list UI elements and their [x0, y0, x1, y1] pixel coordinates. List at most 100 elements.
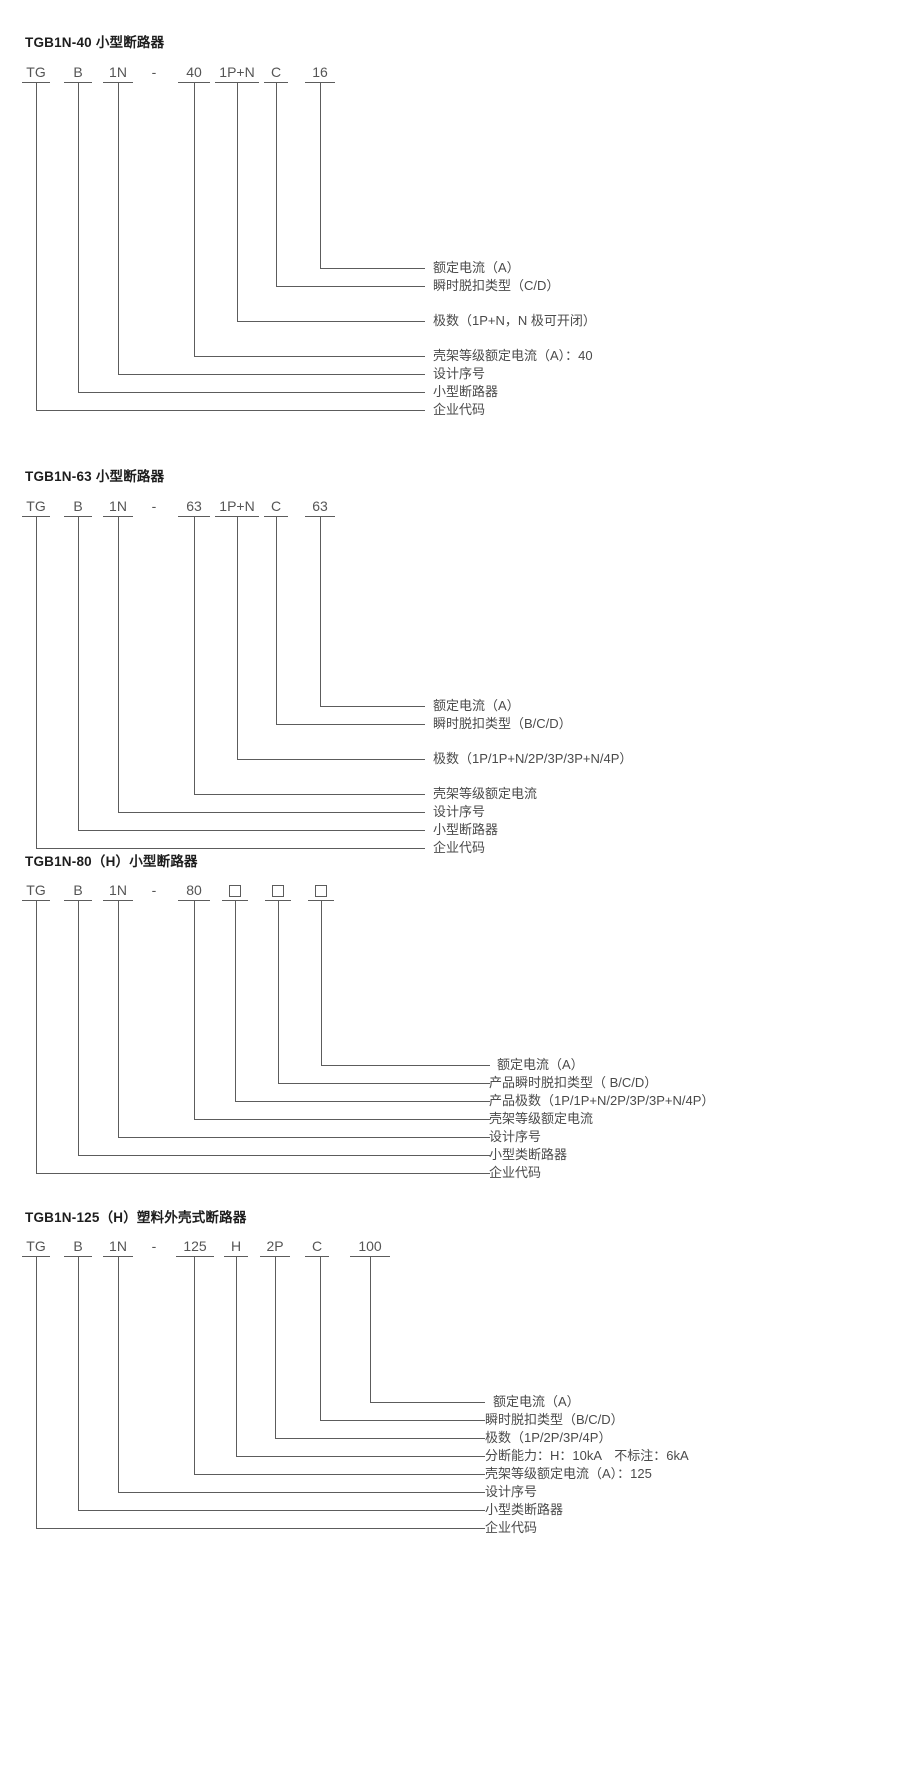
code-token-text: 1P+N — [219, 498, 255, 514]
code-token-frame: 63 — [178, 498, 210, 517]
code-token-frame: 125 — [176, 1238, 214, 1257]
leader-vertical — [118, 1256, 119, 1492]
leader-vertical — [36, 900, 37, 1173]
leader-horizontal — [78, 830, 425, 831]
code-token-text: 63 — [312, 498, 328, 514]
code-token-text: 40 — [186, 64, 202, 80]
leader-horizontal — [236, 1456, 485, 1457]
code-token-curve-box — [265, 882, 291, 901]
code-token-dash: - — [140, 882, 168, 900]
leader-horizontal — [118, 374, 425, 375]
leader-vertical — [276, 516, 277, 724]
leader-label: 企业代码 — [433, 840, 486, 855]
code-token-text: - — [151, 882, 157, 898]
code-token-curve: C — [264, 498, 288, 517]
leader-vertical — [194, 900, 195, 1119]
code-token-text: TG — [26, 1238, 46, 1254]
code-token-current-box — [308, 882, 334, 901]
leader-label: 小型断路器 — [433, 384, 499, 399]
leader-label: 极数（1P/2P/3P/4P） — [485, 1430, 612, 1445]
leader-horizontal — [320, 268, 425, 269]
leader-vertical — [118, 900, 119, 1137]
leader-vertical — [78, 1256, 79, 1510]
code-token-dash: - — [140, 64, 168, 82]
leader-vertical — [36, 516, 37, 848]
leader-vertical — [320, 82, 321, 268]
code-token-text: 1N — [109, 498, 127, 514]
leader-horizontal — [78, 1510, 485, 1511]
leader-horizontal — [194, 356, 425, 357]
code-token-1n: 1N — [103, 882, 133, 901]
leader-label: 额定电流（A） — [497, 1057, 584, 1072]
section-heading: TGB1N-125（H）塑料外壳式断路器 — [25, 1210, 247, 1225]
leader-vertical — [194, 82, 195, 356]
code-token-text: 1N — [109, 1238, 127, 1254]
code-token-1n: 1N — [103, 1238, 133, 1257]
leader-label: 小型断路器 — [433, 822, 499, 837]
leader-vertical — [320, 516, 321, 706]
code-token-text: - — [151, 64, 157, 80]
code-token-text: 2P — [266, 1238, 284, 1254]
leader-label: 壳架等级额定电流（A）：40 — [433, 348, 593, 363]
leader-vertical — [370, 1256, 371, 1402]
section-tgb1n-63: TGB1N-63 小型断路器 TG B 1N - 63 1P+N C — [0, 440, 900, 855]
leader-vertical — [320, 1256, 321, 1420]
leader-vertical — [237, 82, 238, 321]
leader-label: 小型类断路器 — [485, 1502, 564, 1517]
leader-vertical — [236, 1256, 237, 1456]
leader-label: 壳架等级额定电流 — [489, 1111, 594, 1126]
code-token-curve: C — [305, 1238, 329, 1257]
code-token-b: B — [64, 1238, 92, 1257]
leader-label: 小型类断路器 — [489, 1147, 568, 1162]
leader-vertical — [275, 1256, 276, 1438]
code-token-frame: 40 — [178, 64, 210, 83]
code-token-frame: 80 — [178, 882, 210, 901]
code-token-text: 100 — [358, 1238, 382, 1254]
leader-label: 企业代码 — [485, 1520, 538, 1535]
leader-vertical — [194, 1256, 195, 1474]
leader-label: 设计序号 — [433, 804, 486, 819]
leader-horizontal — [36, 1173, 490, 1174]
section-tgb1n-40: TGB1N-40 小型断路器 TG B 1N - 40 1P+N C — [0, 0, 900, 440]
placeholder-box-icon — [265, 882, 291, 900]
code-token-tg: TG — [22, 1238, 50, 1257]
leader-label: 额定电流（A） — [433, 698, 520, 713]
leader-vertical — [278, 900, 279, 1083]
leader-horizontal — [276, 724, 425, 725]
leader-vertical — [78, 900, 79, 1155]
leader-vertical — [276, 82, 277, 286]
leader-label: 瞬时脱扣类型（C/D） — [433, 278, 560, 293]
leader-vertical — [194, 516, 195, 794]
code-token-text: 1N — [109, 882, 127, 898]
leader-label: 瞬时脱扣类型（B/C/D） — [485, 1412, 624, 1427]
leader-vertical — [78, 82, 79, 392]
leader-horizontal — [36, 1528, 485, 1529]
code-token-text: B — [73, 882, 83, 898]
code-token-text: 125 — [183, 1238, 207, 1254]
leader-label: 瞬时脱扣类型（B/C/D） — [433, 716, 572, 731]
leader-vertical — [118, 516, 119, 812]
code-token-text: - — [151, 1238, 157, 1254]
code-token-text: 1N — [109, 64, 127, 80]
leader-label: 设计序号 — [485, 1484, 538, 1499]
code-token-poles: 1P+N — [215, 64, 259, 83]
section-tgb1n-125h: TGB1N-125（H）塑料外壳式断路器 TG B 1N - 125 H 2P — [0, 1203, 900, 1765]
leader-horizontal — [36, 410, 425, 411]
leader-vertical — [36, 82, 37, 410]
leader-label: 额定电流（A） — [493, 1394, 580, 1409]
leader-horizontal — [320, 1420, 485, 1421]
leader-label: 企业代码 — [433, 402, 486, 417]
leader-horizontal — [275, 1438, 485, 1439]
leader-label: 壳架等级额定电流（A）：125 — [485, 1466, 652, 1481]
code-token-poles-box — [222, 882, 248, 901]
leader-horizontal — [118, 812, 425, 813]
leader-horizontal — [278, 1083, 490, 1084]
leader-label: 额定电流（A） — [433, 260, 520, 275]
code-token-text: B — [73, 1238, 83, 1254]
leader-label: 分断能力：H：10kA 不标注：6kA — [485, 1448, 689, 1463]
code-token-text: C — [311, 1238, 323, 1254]
code-token-text: B — [73, 498, 83, 514]
code-token-text: TG — [26, 882, 46, 898]
code-token-text: 1P+N — [219, 64, 255, 80]
